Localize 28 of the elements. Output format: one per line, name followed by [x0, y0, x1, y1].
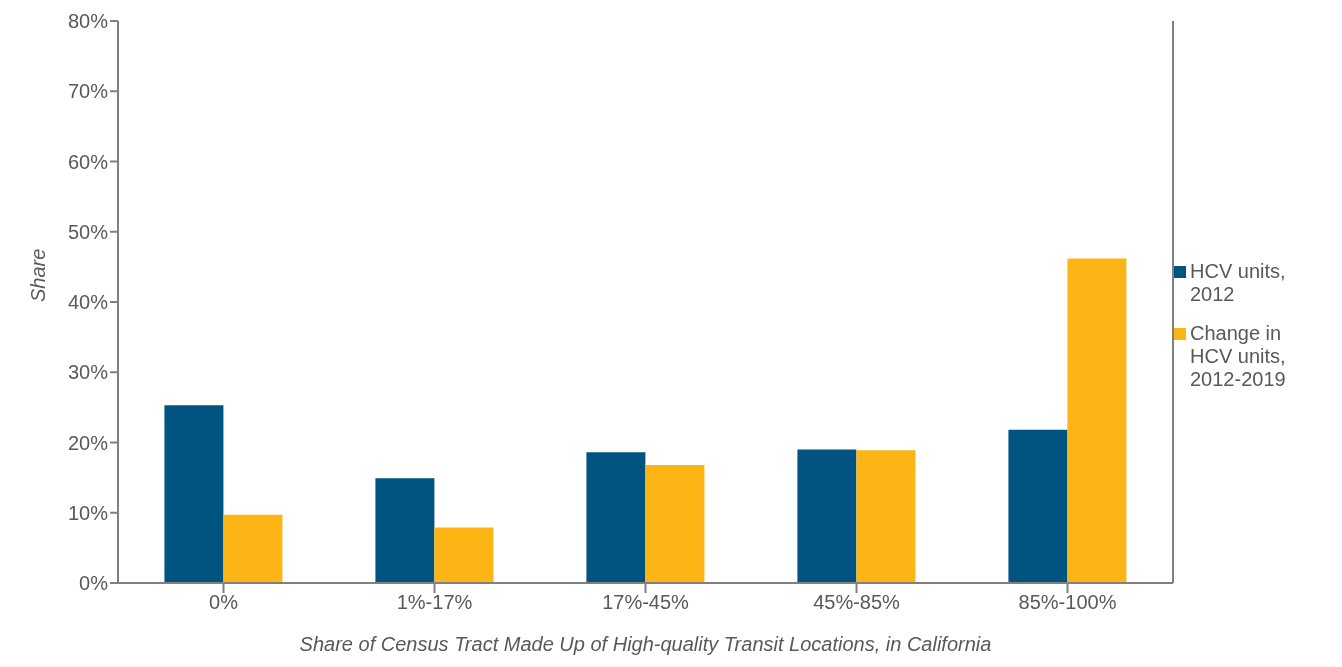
bar [434, 527, 494, 583]
bar [223, 514, 283, 583]
x-tick-label: 17%-45% [602, 591, 690, 614]
y-tick-label: 50% [67, 220, 109, 243]
y-tick-label: 80% [67, 10, 109, 33]
x-tick-label: 0% [209, 591, 239, 614]
x-tick-label: 45%-85% [813, 591, 901, 614]
bar [856, 450, 916, 583]
y-tick-label: 0% [79, 572, 109, 595]
y-tick-label: 60% [67, 150, 109, 173]
x-axis-title: Share of Census Tract Made Up of High-quality Transit Locations, in California [299, 633, 992, 655]
bar [1067, 258, 1127, 583]
y-tick-label: 10% [67, 501, 109, 524]
bar [797, 449, 857, 583]
y-tick-label: 30% [67, 361, 109, 384]
bar [586, 452, 646, 583]
bar [164, 405, 224, 583]
bar [1008, 429, 1068, 583]
bar [645, 464, 705, 583]
x-tick-label: 1%-17% [396, 591, 473, 614]
y-axis-title: Share [27, 248, 50, 302]
y-tick-label: 40% [67, 291, 109, 314]
y-tick-label: 70% [67, 80, 109, 103]
legend-label: HCV units, 2012 [1190, 259, 1287, 306]
x-tick-label: 85%-100% [1018, 591, 1117, 614]
bar [375, 478, 435, 583]
legend-label: Change in HCV units, 2012-2019 [1190, 321, 1287, 391]
y-tick-label: 20% [67, 431, 109, 454]
